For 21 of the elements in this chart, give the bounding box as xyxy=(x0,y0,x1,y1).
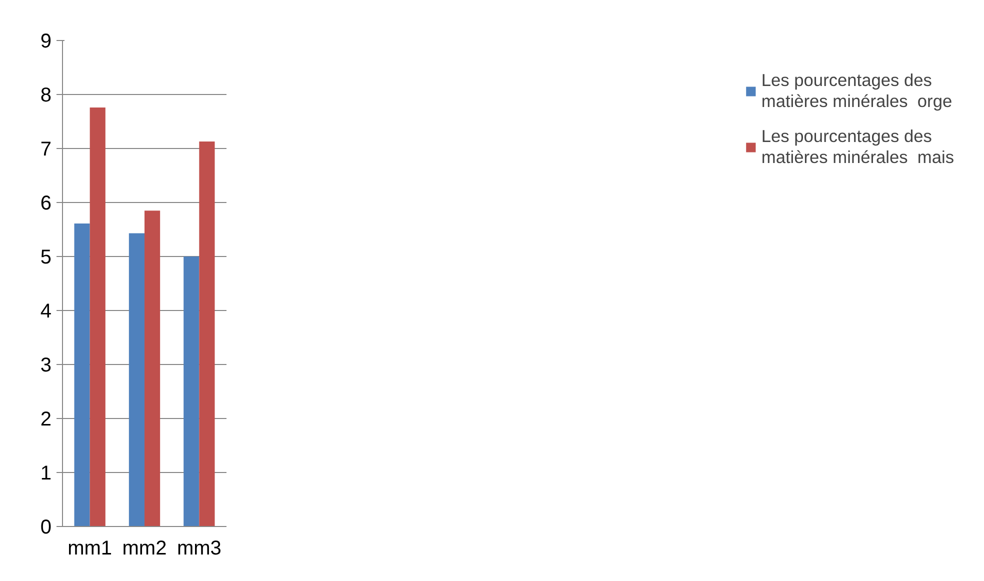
bar xyxy=(128,233,144,526)
bar xyxy=(90,107,106,526)
bar xyxy=(74,224,90,526)
y-tick-label: 4 xyxy=(40,300,52,322)
x-tick-label: mm3 xyxy=(176,538,222,560)
bar xyxy=(199,141,215,526)
x-tick-label: mm2 xyxy=(122,538,167,560)
y-tick-label: 3 xyxy=(40,354,52,376)
bar xyxy=(144,210,160,526)
y-tick-label: 7 xyxy=(40,138,52,160)
y-tick-label: 0 xyxy=(40,516,52,538)
y-tick-label: 6 xyxy=(40,192,52,214)
y-tick-label: 8 xyxy=(40,84,52,106)
y-tick-label: 1 xyxy=(40,462,52,484)
legend-label: Les pourcentages des matières minérales mais xyxy=(761,126,954,168)
y-tick-label: 5 xyxy=(40,246,52,268)
x-tick-label: mm1 xyxy=(68,538,112,560)
bar xyxy=(184,256,200,526)
y-tick-label: 2 xyxy=(40,408,52,430)
y-tick-label: 9 xyxy=(40,30,52,52)
legend-label: Les pourcentages des matières minérales orge xyxy=(761,70,952,112)
